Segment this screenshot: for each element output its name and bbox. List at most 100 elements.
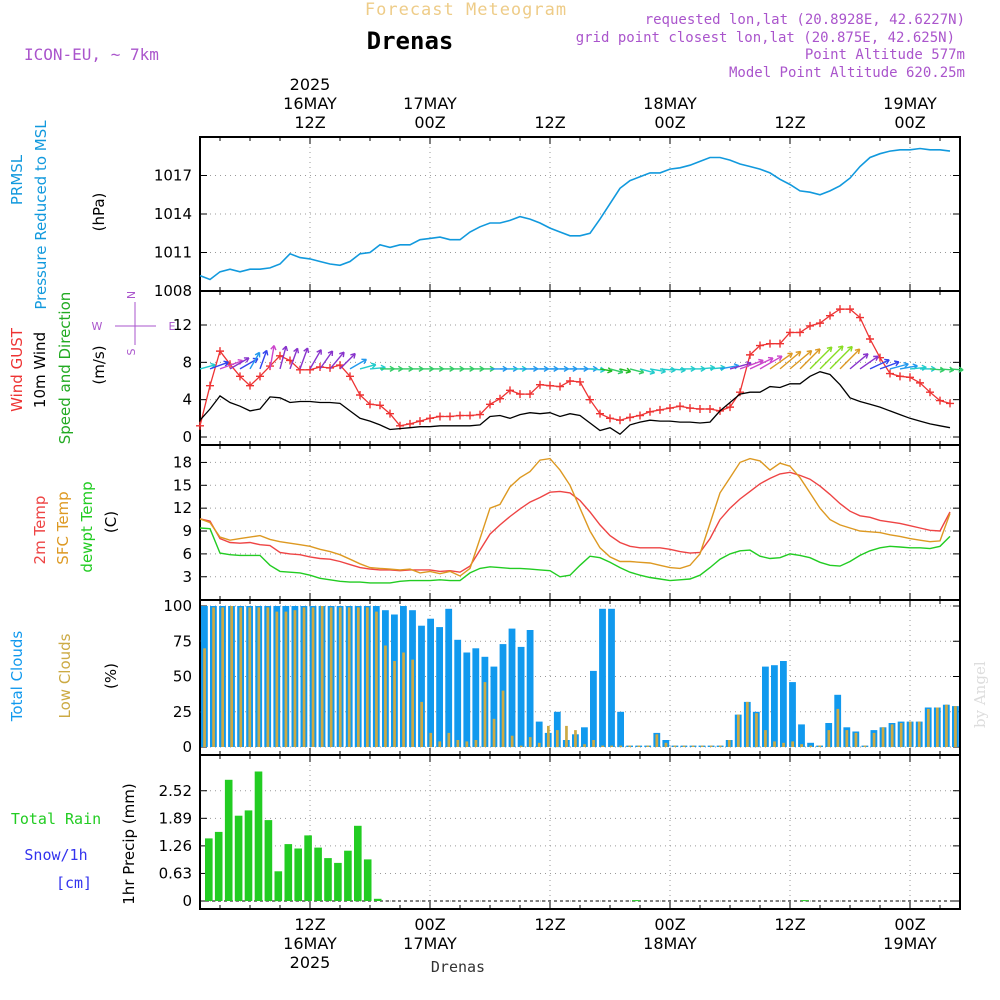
top-time-label: 12Z bbox=[774, 113, 805, 132]
low-cloud-bar bbox=[628, 745, 632, 747]
total-cloud-bar bbox=[553, 711, 561, 748]
wind-direction-arrowhead bbox=[958, 366, 964, 373]
rain-bar bbox=[294, 848, 302, 901]
wind-gust-marker bbox=[826, 311, 834, 320]
prmsl-line bbox=[199, 147, 951, 281]
wind-direction-arrow bbox=[249, 352, 261, 370]
low-cloud-bar bbox=[908, 721, 912, 747]
low-cloud-bar bbox=[275, 611, 279, 747]
wind-gust-marker bbox=[506, 386, 514, 395]
low-cloud-bar bbox=[818, 745, 822, 747]
wind-gust-marker bbox=[676, 402, 684, 411]
low-cloud-bar bbox=[384, 645, 387, 747]
bottom-time-label: 00Z bbox=[414, 915, 445, 934]
top-time-label: 2025 bbox=[290, 75, 331, 94]
rain-bar bbox=[354, 825, 362, 902]
wind-direction-arrowhead bbox=[223, 360, 229, 367]
low-cloud-bar bbox=[366, 607, 369, 747]
wind-gust-marker bbox=[706, 405, 714, 413]
low-cloud-bar bbox=[528, 737, 532, 747]
requested-coordinates: requested lon,lat (20.8928E, 42.6227N) bbox=[645, 12, 965, 28]
wind-gust-marker bbox=[536, 380, 544, 389]
rain-bar bbox=[314, 847, 322, 901]
temp-2m-label: 2m Temp bbox=[31, 496, 49, 565]
total-cloud-bar bbox=[436, 627, 443, 747]
wind-gust-marker bbox=[816, 319, 824, 328]
wind-gust-marker bbox=[736, 388, 744, 397]
low-cloud-bar bbox=[203, 648, 206, 747]
wind-gust-marker bbox=[646, 407, 654, 416]
wind-gust-marker bbox=[576, 377, 584, 386]
wind-gust-marker bbox=[936, 396, 944, 405]
wind-gust-marker bbox=[666, 404, 674, 413]
wind-direction-arrow bbox=[779, 350, 802, 370]
low-cloud-bar bbox=[230, 606, 233, 747]
wind-direction-arrowhead bbox=[293, 347, 300, 354]
total-cloud-bar bbox=[427, 618, 434, 747]
wind-direction-arrowhead bbox=[339, 351, 345, 358]
precip-ytick-label: 2.52 bbox=[159, 782, 192, 800]
low-cloud-bar bbox=[212, 607, 215, 747]
wind-direction-arrowhead bbox=[303, 347, 310, 354]
wind-gust-marker bbox=[546, 381, 554, 390]
location-name: Drenas bbox=[367, 27, 454, 55]
precip-frame bbox=[199, 754, 961, 910]
low-cloud-bar bbox=[547, 725, 550, 747]
wind-direction-arrow bbox=[609, 368, 623, 373]
total-cloud-bar bbox=[517, 646, 525, 747]
wind-gust-marker bbox=[856, 313, 864, 322]
wind-unit: (m/s) bbox=[90, 345, 108, 384]
rain-bar bbox=[244, 810, 253, 901]
wind-gust-marker bbox=[236, 372, 244, 381]
low-cloud-bar bbox=[727, 740, 731, 747]
low-cloud-bar bbox=[854, 732, 858, 747]
wind-direction-arrow bbox=[729, 362, 752, 370]
temperature-panel: 3 6 9 12 15 18 bbox=[173, 444, 961, 601]
wind-gust-marker bbox=[756, 341, 764, 350]
wind-direction-arrowhead bbox=[767, 356, 774, 363]
clouds-ytick-label: 0 bbox=[182, 738, 192, 756]
top-time-label: 00Z bbox=[654, 113, 685, 132]
wind-gust-marker bbox=[316, 363, 324, 371]
wind-gust-marker bbox=[256, 372, 264, 381]
wind-direction-arrow bbox=[899, 365, 918, 370]
low-cloud-bar bbox=[927, 708, 930, 747]
temperature-ytick-label: 12 bbox=[173, 499, 192, 517]
wind-direction-arrow bbox=[819, 345, 844, 370]
top-time-label: 00Z bbox=[414, 113, 445, 132]
low-cloud-bar bbox=[537, 742, 541, 747]
low-cloud-bar bbox=[338, 607, 342, 747]
wind-direction-arrow bbox=[829, 346, 853, 370]
wind-direction-arrow bbox=[279, 346, 287, 370]
top-time-label: 00Z bbox=[894, 113, 925, 132]
total-cloud-bar bbox=[418, 625, 425, 747]
clouds-ytick-label: 25 bbox=[173, 703, 192, 721]
temperature-ytick-label: 3 bbox=[182, 568, 192, 586]
pressure-ytick-label: 1014 bbox=[154, 205, 192, 223]
wind-10m-label: 10m Wind bbox=[31, 332, 49, 408]
bottom-time-label: 00Z bbox=[894, 915, 925, 934]
low-cloud-bar bbox=[682, 745, 686, 747]
wind-direction-arrow bbox=[259, 350, 268, 370]
rain-bar bbox=[274, 871, 283, 902]
low-cloud-bar bbox=[746, 701, 749, 747]
precip-ytick-label: 1.89 bbox=[159, 809, 192, 827]
low-cloud-bar bbox=[411, 659, 414, 747]
wind-direction-arrowhead bbox=[806, 350, 813, 356]
precip-panel: 0 0.63 1.26 1.89 2.52 bbox=[159, 754, 961, 910]
rain-bar bbox=[234, 815, 243, 901]
total-cloud-bar bbox=[780, 661, 787, 747]
wind-gust-marker bbox=[946, 399, 954, 408]
wind-direction-arrow bbox=[909, 366, 927, 370]
wind-gust-marker bbox=[346, 372, 354, 381]
compass-north: N bbox=[125, 291, 138, 299]
low-cloud-bar bbox=[266, 607, 270, 747]
top-time-label: 12Z bbox=[294, 113, 325, 132]
low-cloud-bar bbox=[239, 607, 243, 747]
low-cloud-bar bbox=[782, 742, 785, 747]
low-cloud-bar bbox=[583, 744, 586, 747]
low-cloud-bar bbox=[917, 721, 921, 747]
wind-direction-arrowhead bbox=[350, 352, 356, 359]
low-cloud-bar bbox=[709, 745, 713, 747]
